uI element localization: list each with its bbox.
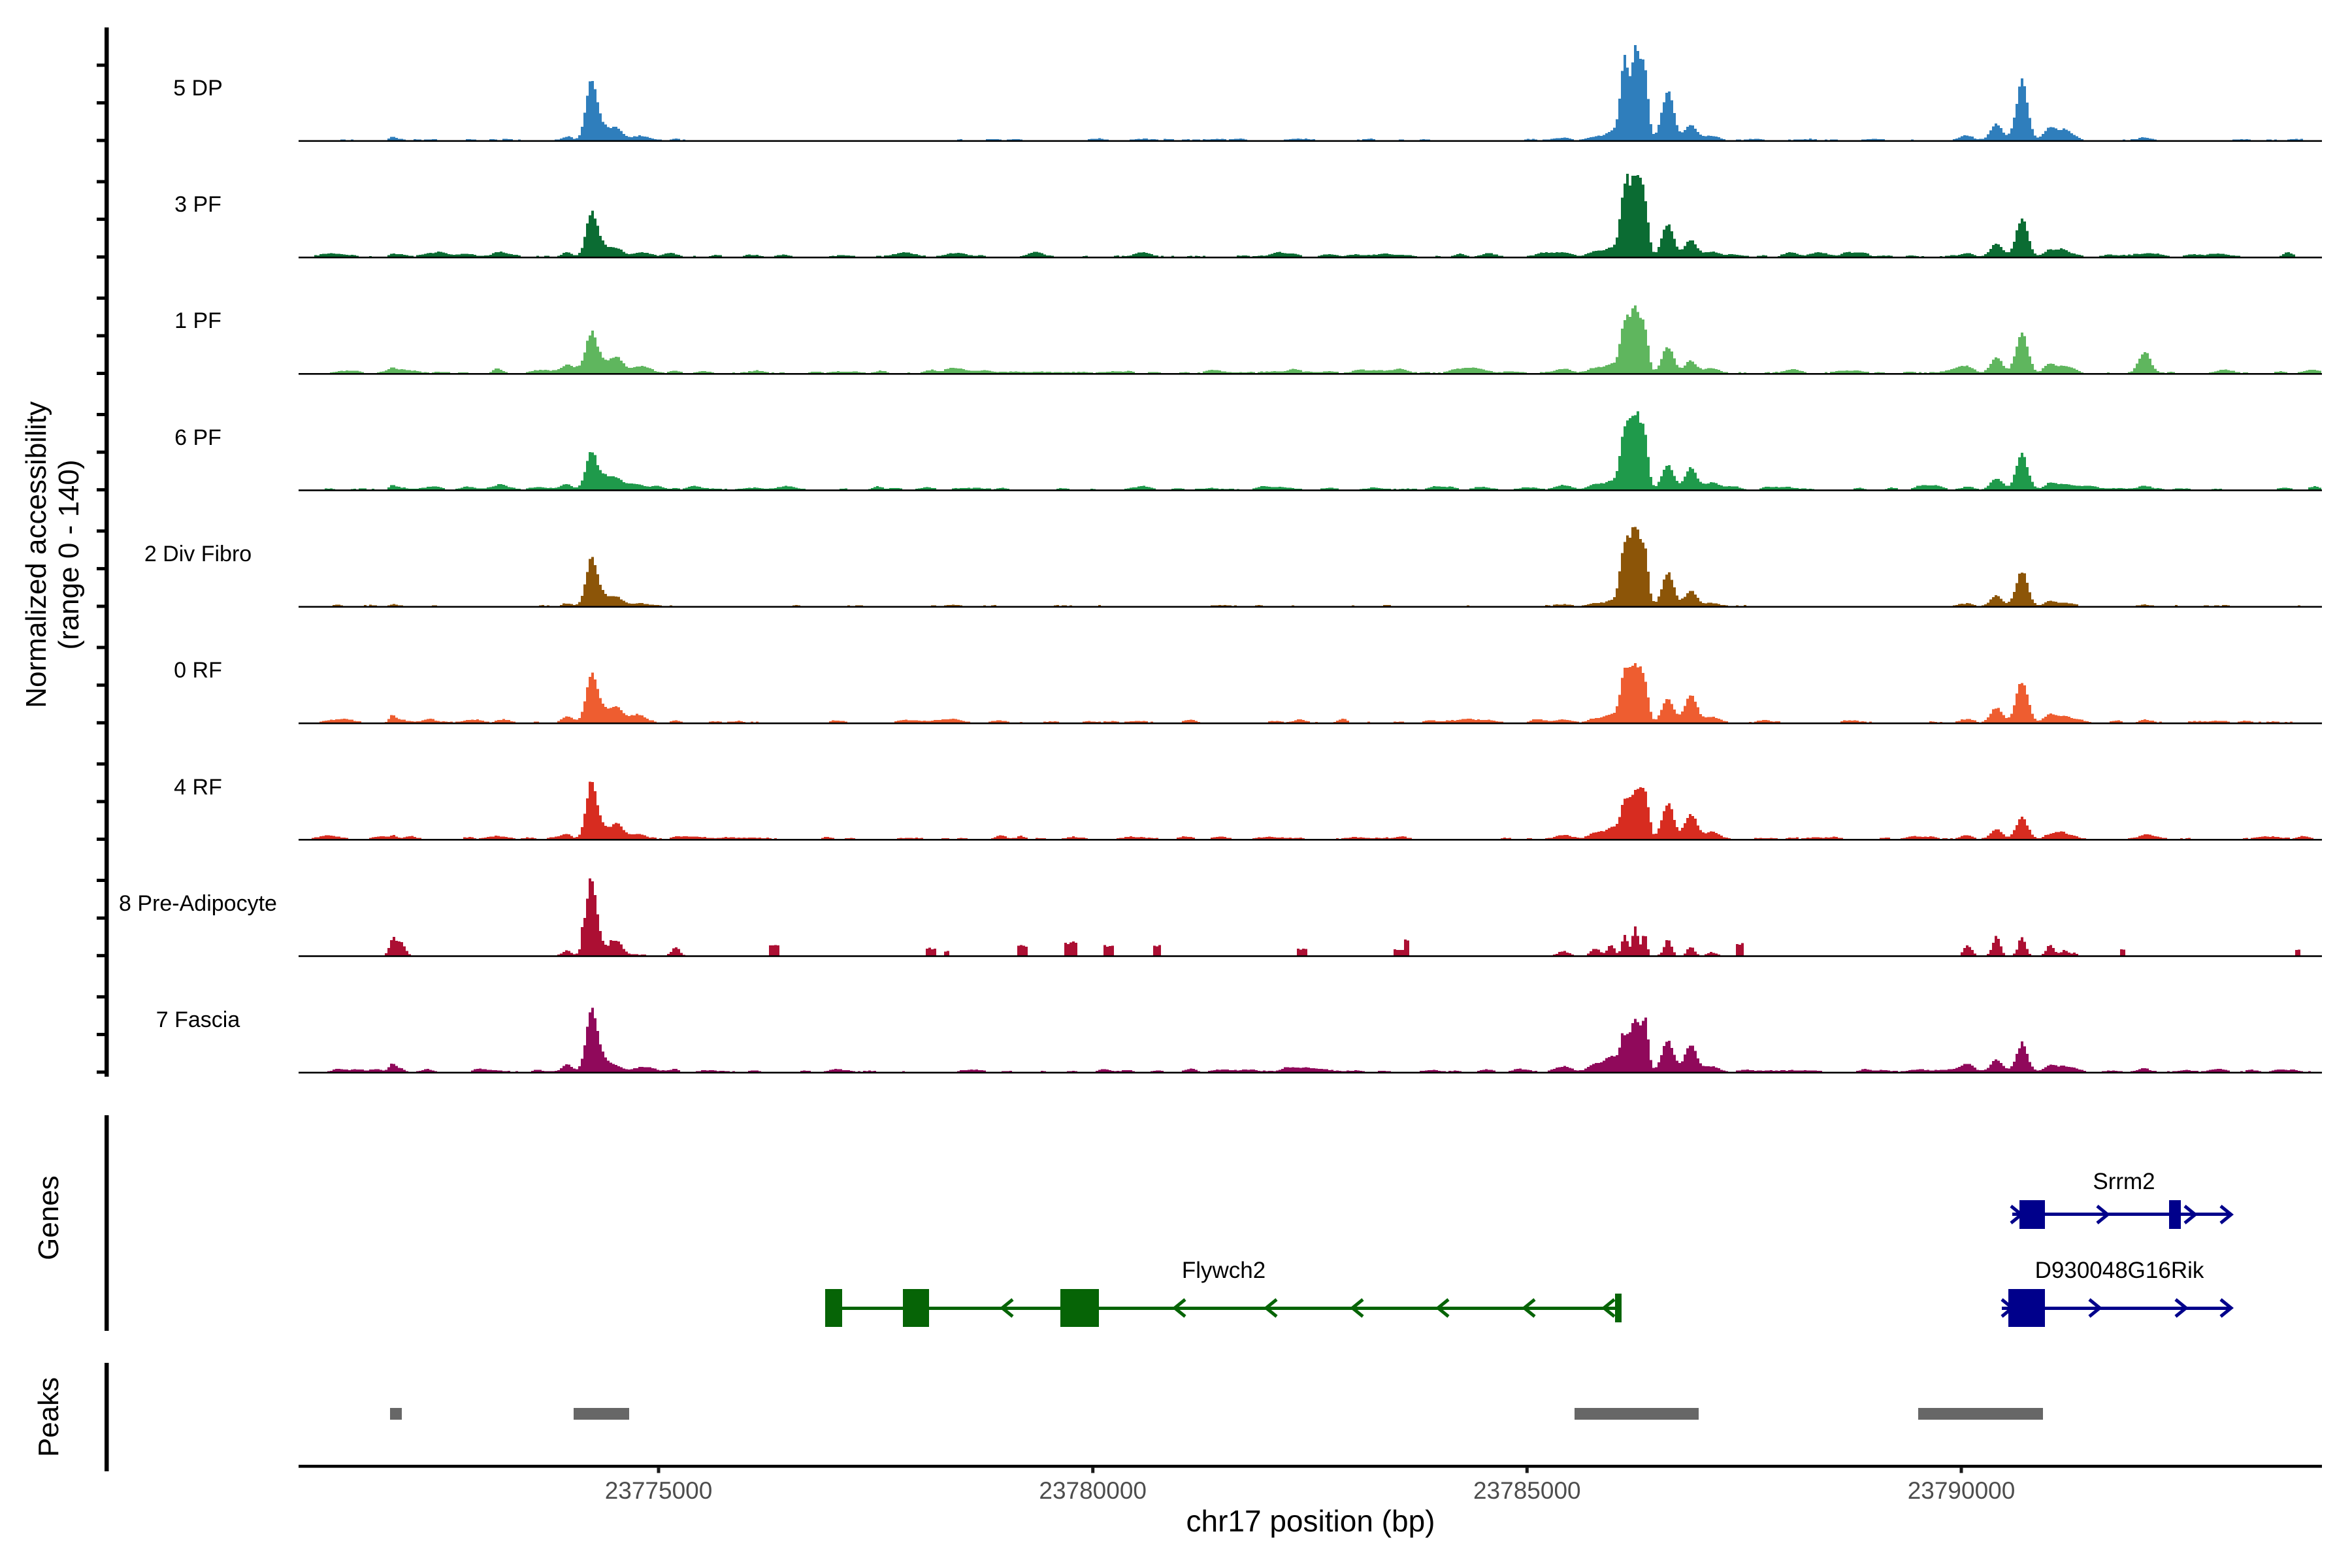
- svg-text:23785000: 23785000: [1473, 1477, 1581, 1504]
- svg-text:2 Div Fibro: 2 Div Fibro: [144, 542, 252, 566]
- svg-text:6 PF: 6 PF: [174, 425, 221, 450]
- svg-text:D930048G16Rik: D930048G16Rik: [2035, 1258, 2204, 1283]
- svg-text:3 PF: 3 PF: [174, 192, 221, 217]
- svg-text:8 Pre-Adipocyte: 8 Pre-Adipocyte: [119, 891, 277, 916]
- svg-text:(range 0 - 140): (range 0 - 140): [53, 459, 85, 649]
- svg-text:23780000: 23780000: [1039, 1477, 1147, 1504]
- svg-text:Normalized accessibility: Normalized accessibility: [20, 401, 52, 708]
- svg-text:Genes: Genes: [33, 1175, 65, 1260]
- svg-text:Peaks: Peaks: [33, 1377, 65, 1457]
- svg-text:chr17 position (bp): chr17 position (bp): [1186, 1504, 1435, 1538]
- svg-text:4 RF: 4 RF: [174, 775, 222, 800]
- svg-text:Flywch2: Flywch2: [1182, 1258, 1266, 1283]
- svg-text:1 PF: 1 PF: [174, 308, 221, 333]
- svg-text:5 DP: 5 DP: [173, 76, 223, 101]
- svg-text:0 RF: 0 RF: [174, 658, 222, 683]
- svg-text:Srrm2: Srrm2: [2093, 1169, 2155, 1194]
- svg-text:23775000: 23775000: [605, 1477, 713, 1504]
- svg-text:7 Fascia: 7 Fascia: [156, 1007, 240, 1032]
- svg-text:23790000: 23790000: [1908, 1477, 2016, 1504]
